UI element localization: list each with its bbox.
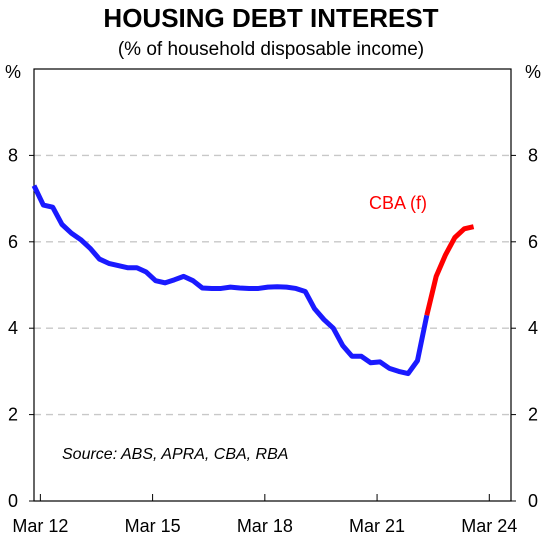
y-unit-left: % — [5, 62, 21, 82]
series-label-cba-f: CBA (f) — [369, 193, 427, 213]
series-line-0 — [31, 184, 430, 377]
x-tick-label-3: Mar 21 — [349, 516, 405, 536]
y-tick-label-right-0: 0 — [528, 491, 538, 511]
plot-frame — [33, 68, 512, 502]
y-tick-label-left-6: 6 — [8, 232, 18, 252]
chart-subtitle: (% of household disposable income) — [118, 39, 424, 60]
axis-ticks: 0 0 2 2 4 4 6 6 8 8 Mar 12 Mar 15 Mar 18 Mar 21 Mar 24 — [8, 145, 538, 536]
y-tick-label-right-2: 2 — [528, 405, 538, 425]
gridlines — [34, 154, 511, 416]
x-tick-label-1: Mar 15 — [125, 516, 181, 536]
chart-title: HOUSING DEBT INTEREST — [103, 3, 438, 33]
y-tick-label-right-6: 6 — [528, 232, 538, 252]
y-tick-label-left-4: 4 — [8, 318, 18, 338]
series-line-1 — [424, 224, 475, 316]
y-tick-label-left-8: 8 — [8, 145, 18, 165]
y-tick-label-right-4: 4 — [528, 318, 538, 338]
series-lines — [31, 184, 475, 377]
y-tick-label-left-2: 2 — [8, 405, 18, 425]
source-note: Source: ABS, APRA, CBA, RBA — [62, 446, 288, 463]
x-tick-label-0: Mar 12 — [12, 516, 68, 536]
x-tick-label-2: Mar 18 — [237, 516, 293, 536]
x-tick-label-4: Mar 24 — [461, 516, 517, 536]
y-unit-right: % — [525, 62, 541, 82]
y-tick-label-right-8: 8 — [528, 145, 538, 165]
y-tick-label-left-0: 0 — [8, 491, 18, 511]
